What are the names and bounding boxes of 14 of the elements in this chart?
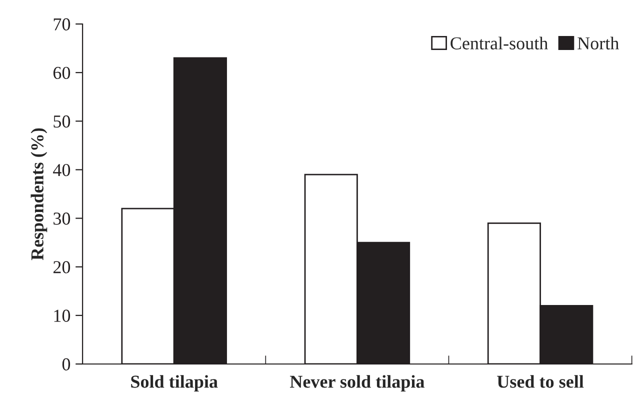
- y-tick-label: 10: [54, 310, 70, 322]
- legend-label: Central-south: [450, 36, 548, 50]
- y-tick-label: 60: [53, 66, 70, 80]
- x-tick-label: Sold tilapia: [131, 375, 218, 392]
- x-tick-label: Never sold tilapia: [290, 375, 424, 392]
- y-tick-label: 0: [62, 358, 70, 370]
- y-tick-label: 30: [54, 212, 70, 225]
- y-tick-label: 50: [54, 115, 70, 128]
- y-axis-title: Respondents (%): [30, 128, 48, 260]
- y-tick-label: 40: [53, 164, 70, 176]
- y-tick-label: 70: [54, 18, 70, 30]
- x-tick-label: Used to sell: [497, 375, 584, 388]
- legend-label: North: [578, 36, 619, 50]
- y-tick-label: 20: [53, 261, 70, 274]
